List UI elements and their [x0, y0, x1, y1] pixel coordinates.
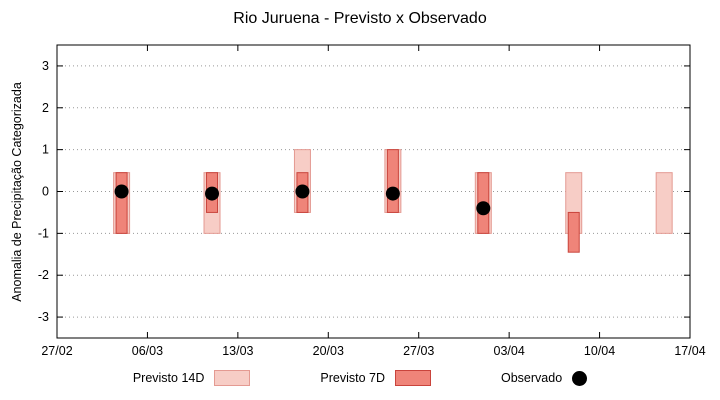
legend-label-previsto-7d: Previsto 7D	[320, 371, 385, 385]
observed-point	[476, 201, 491, 216]
legend-observed-dot	[572, 370, 588, 386]
legend-item-previsto-7d: Previsto 7D	[320, 370, 431, 386]
y-axis-label: Anomalia de Precipitação Categorizada	[10, 82, 24, 302]
x-tick-label: 13/03	[222, 344, 253, 358]
x-tick-label: 10/04	[584, 344, 615, 358]
observed-point	[205, 186, 220, 201]
y-tick-label: 0	[42, 185, 49, 199]
legend-swatch-previsto-7d	[395, 370, 431, 386]
y-tick-label: 1	[42, 143, 49, 157]
x-tick-label: 27/03	[403, 344, 434, 358]
x-tick-label: 20/03	[313, 344, 344, 358]
x-tick-label: 06/03	[132, 344, 163, 358]
y-tick-label: -2	[38, 268, 49, 282]
x-tick-label: 03/04	[494, 344, 525, 358]
x-tick-label: 17/04	[674, 344, 705, 358]
legend: Previsto 14D Previsto 7D Observado	[0, 370, 720, 386]
observed-point	[114, 184, 129, 199]
legend-item-previsto-14d: Previsto 14D	[133, 370, 251, 386]
y-tick-label: 3	[42, 59, 49, 73]
y-tick-label: -3	[38, 310, 49, 324]
legend-item-observado: Observado	[501, 370, 588, 386]
bar-previsto-7d	[115, 172, 128, 234]
legend-label-observado: Observado	[501, 371, 563, 385]
bar-previsto-7d	[567, 211, 580, 253]
observed-point	[385, 186, 400, 201]
x-tick-label: 27/02	[41, 344, 72, 358]
bar-previsto-14d	[655, 172, 673, 234]
chart-title: Rio Juruena - Previsto x Observado	[233, 10, 487, 27]
y-tick-label: -1	[38, 226, 49, 240]
legend-swatch-previsto-14d	[214, 370, 251, 386]
bar-previsto-7d	[386, 149, 399, 213]
observed-point	[295, 184, 310, 199]
y-tick-label: 2	[42, 101, 49, 115]
legend-label-previsto-14d: Previsto 14D	[132, 371, 205, 385]
